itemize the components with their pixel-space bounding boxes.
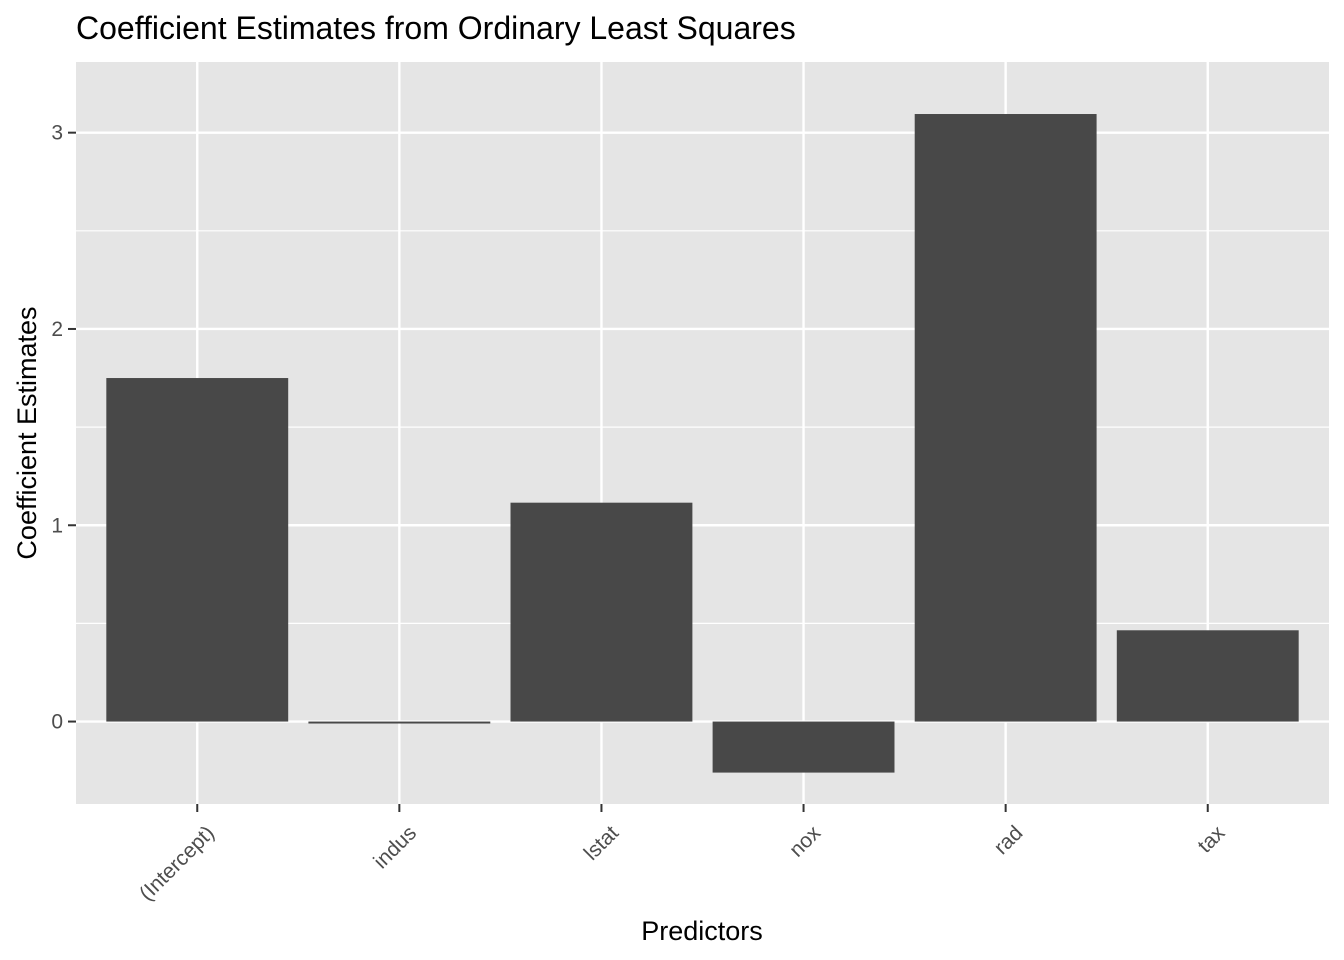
x-tick-label: lstat [580, 821, 624, 865]
bar-rad [914, 114, 1097, 722]
y-tick-label: 3 [51, 122, 63, 145]
y-tick-label: 1 [51, 514, 63, 537]
x-tick-label: tax [1193, 821, 1229, 857]
bar-tax [1116, 630, 1299, 722]
bars [106, 114, 1299, 773]
bar-nox [712, 721, 895, 773]
chart-title: Coefficient Estimates from Ordinary Leas… [76, 10, 796, 46]
y-axis-title: Coefficient Estimates [12, 306, 42, 559]
bar-intercept [106, 378, 289, 722]
x-tick-label: rad [990, 821, 1028, 859]
bar-lstat [510, 502, 693, 722]
x-tick-label: (Intercept) [135, 821, 219, 905]
x-axis-title: Predictors [641, 916, 763, 946]
y-axis: 0 1 2 3 [51, 122, 76, 734]
bar-indus [308, 721, 491, 724]
x-axis: (Intercept) indus lstat nox rad tax [135, 804, 1230, 905]
y-tick-label: 2 [51, 318, 63, 341]
x-tick-label: indus [369, 821, 421, 873]
y-tick-label: 0 [51, 711, 63, 734]
x-tick-label: nox [785, 821, 826, 862]
